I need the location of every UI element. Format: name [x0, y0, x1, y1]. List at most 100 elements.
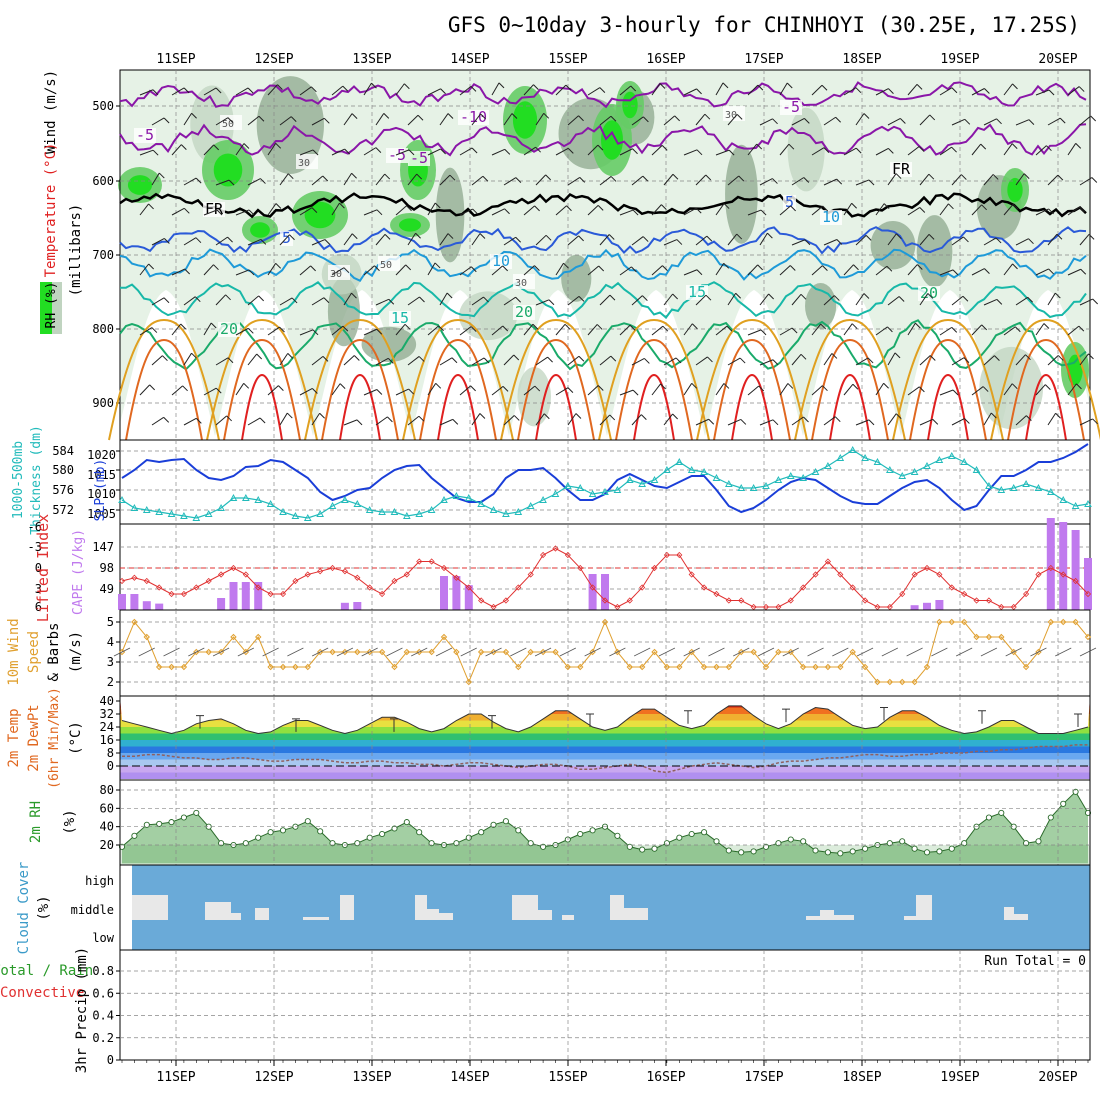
thickness-point — [291, 511, 300, 519]
lifted-index-point — [143, 577, 150, 585]
wind10m-point — [874, 678, 881, 686]
wind-barb-flag — [831, 353, 838, 359]
lifted-index-point — [985, 597, 992, 604]
wind-barb — [587, 205, 599, 216]
lifted-index-point — [218, 571, 225, 578]
temp-tick-label: 40 — [100, 694, 114, 708]
wind10m-point — [601, 618, 609, 626]
wind-barb — [875, 382, 885, 396]
wind-barb — [555, 147, 569, 156]
cape-bar — [935, 600, 944, 610]
wind-barb — [779, 265, 791, 276]
wind-barb-flag — [1088, 234, 1095, 240]
wind-barb-flag — [855, 147, 862, 154]
rh2m-point — [651, 845, 658, 852]
wind-barb-flag — [736, 114, 743, 120]
wind-barb-flag — [278, 385, 284, 391]
wind10m-barb — [386, 647, 403, 657]
thickness-axis-label: 1000-500mb — [11, 441, 26, 519]
wind-barb — [715, 325, 728, 336]
wind-barb — [631, 175, 644, 186]
lifted-index-point — [317, 568, 324, 575]
wind-barb-flag — [919, 386, 925, 393]
cape-bar — [910, 605, 919, 610]
thickness-point — [886, 465, 894, 473]
wind10m-point — [143, 633, 150, 641]
wind-barb — [1047, 355, 1059, 366]
date-axes: 11SEP 11SEP 12SEP 12SEP 13SEP 13SEP 14SEP 14SEP… — [121, 52, 1089, 1085]
wind-barb — [727, 418, 742, 426]
wind-barb-flag — [339, 383, 346, 389]
wind-barb-flag — [371, 82, 377, 89]
lifted-index-point — [862, 597, 869, 604]
wind10m-point — [292, 663, 299, 671]
wind-barb-flag — [384, 173, 391, 180]
wind-barb — [395, 83, 405, 96]
wind-barb — [407, 114, 419, 126]
lifted-index-point — [936, 571, 943, 578]
wind-barb-flag — [579, 177, 586, 183]
wind-barb — [663, 413, 674, 426]
wind-barb-flag — [984, 268, 990, 274]
wind-barb-flag — [786, 82, 793, 89]
rh-tick-label: 20 — [100, 838, 114, 852]
lifted-index-point — [292, 577, 299, 585]
wind-barb — [823, 416, 836, 426]
wind-barb — [727, 233, 738, 246]
wind10m-barb — [1005, 647, 1022, 657]
wind10m-point — [168, 663, 175, 671]
wind-barb-flag — [632, 148, 638, 155]
contour-label: -10 — [460, 108, 487, 126]
contour-label: -5 — [782, 98, 800, 116]
thickness-point — [477, 499, 485, 507]
wind-barb-flag — [258, 115, 265, 122]
wind-barb-flag — [227, 357, 234, 364]
rh2m-point — [490, 821, 497, 828]
wind-barb-flag — [578, 115, 584, 122]
rh2m-point — [787, 836, 794, 843]
wind-barb-flag — [736, 233, 743, 240]
rh2m-point — [837, 850, 844, 857]
cape-bar — [340, 602, 349, 610]
wind-barb — [471, 113, 481, 126]
wind-barb — [939, 87, 953, 96]
wind-barb — [267, 263, 277, 276]
wind-barb — [631, 116, 644, 126]
warm-temp-contour — [1007, 338, 1085, 441]
rh2m-point — [614, 832, 621, 839]
rh2m-point — [391, 825, 398, 832]
wind-barb-flag — [195, 237, 202, 244]
contour-label-bg — [458, 110, 489, 125]
wind-barb — [523, 265, 535, 276]
wind-barb — [823, 178, 837, 186]
cape-bar — [353, 602, 362, 610]
wind-barb — [651, 204, 662, 216]
wind-barb-flag — [1027, 296, 1034, 303]
thickness-point — [675, 457, 684, 465]
wind-barb — [299, 329, 314, 336]
wind-barb — [651, 83, 661, 96]
wind-barb-flag — [948, 203, 954, 210]
wind-barb — [919, 234, 930, 246]
thickness-point — [898, 471, 907, 479]
lifted-index-point — [440, 564, 448, 572]
wind-barb-flag — [1091, 177, 1098, 183]
temp-unit-label: (°C) — [68, 721, 84, 755]
wind-barb-flag — [227, 117, 234, 123]
wind-barb — [555, 262, 564, 276]
wind-barb — [779, 82, 788, 96]
wind-barb — [343, 233, 353, 246]
thickness-point — [663, 465, 671, 473]
wind-barb — [535, 234, 547, 246]
contour-label: -5 — [136, 126, 154, 144]
wind-barb-flag — [738, 175, 745, 182]
wind10m-point — [738, 648, 745, 656]
wind10m-unit-label: (m/s) — [68, 631, 84, 673]
wind-barb-flag — [672, 173, 679, 180]
wind-barb — [215, 117, 229, 126]
wind-barb-flag — [1028, 238, 1034, 245]
wind10m-point — [923, 663, 931, 671]
wind-barb — [395, 149, 410, 156]
lifted-index-point — [428, 558, 435, 565]
